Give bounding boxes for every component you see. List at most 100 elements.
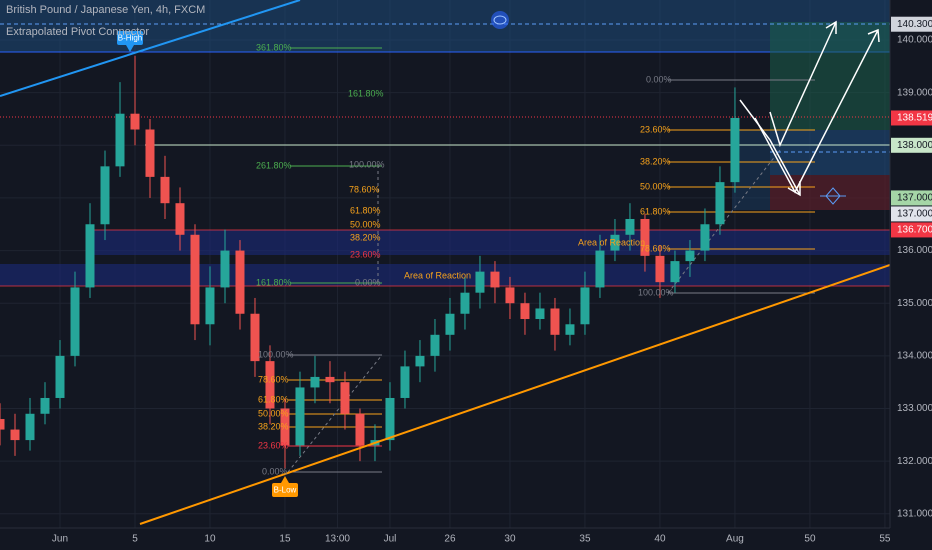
zone-label: Area of Reaction bbox=[578, 237, 645, 247]
candle-body bbox=[130, 113, 140, 130]
fib-label: 38.20% bbox=[258, 421, 289, 431]
price-label-bg bbox=[891, 190, 932, 206]
candle-body bbox=[415, 355, 425, 367]
candle-body bbox=[355, 413, 365, 446]
candle-body bbox=[220, 250, 230, 288]
price-label-bg bbox=[891, 110, 932, 126]
fib-label: 161.80% bbox=[256, 277, 292, 287]
eye-icon[interactable] bbox=[491, 11, 509, 29]
candle-body bbox=[70, 287, 80, 356]
candle-body bbox=[175, 203, 185, 235]
candle-body bbox=[535, 308, 545, 320]
candle-body bbox=[460, 292, 470, 314]
x-tick-label: 35 bbox=[579, 534, 591, 545]
candle-body bbox=[250, 313, 260, 362]
fib-label: 50.00% bbox=[258, 408, 289, 418]
candle-body bbox=[25, 413, 35, 441]
candle-body bbox=[0, 419, 5, 430]
fib-label: 61.80% bbox=[258, 394, 289, 404]
price-label: 136.700 bbox=[897, 225, 932, 236]
badge-label: B-High bbox=[118, 34, 142, 43]
badge-pointer bbox=[281, 476, 289, 483]
fib-label: 0.00% bbox=[355, 277, 381, 287]
y-tick-label: 136.000 bbox=[897, 245, 932, 256]
candle-body bbox=[295, 387, 305, 446]
zone-label: Area of Reaction bbox=[404, 270, 471, 280]
badge-label: B-Low bbox=[274, 486, 297, 495]
candle-body bbox=[400, 366, 410, 398]
fib-label: 100.00% bbox=[638, 287, 674, 297]
candle-body bbox=[475, 271, 485, 293]
projection-arrows bbox=[739, 20, 880, 197]
fib-label: 100.00% bbox=[258, 349, 294, 359]
x-tick-label: 15 bbox=[279, 534, 291, 545]
reaction-zone bbox=[90, 230, 890, 255]
candle-body bbox=[85, 224, 95, 288]
target-zone bbox=[770, 22, 890, 130]
candle-body bbox=[235, 250, 245, 314]
y-tick-label: 132.000 bbox=[897, 456, 932, 467]
x-tick-label: 13:00 bbox=[325, 534, 350, 545]
stop-zone bbox=[770, 175, 890, 210]
fib-label: 261.80% bbox=[256, 160, 292, 170]
fib-label: 50.00% bbox=[350, 219, 381, 229]
y-tick-label: 134.000 bbox=[897, 351, 932, 362]
candle-body bbox=[115, 113, 125, 167]
candle-body bbox=[625, 218, 635, 235]
x-tick-label: 55 bbox=[879, 534, 891, 545]
candle-body bbox=[700, 224, 710, 251]
candle-body bbox=[55, 355, 65, 398]
candle-body bbox=[100, 166, 110, 225]
candle-body bbox=[595, 250, 605, 288]
candle-body bbox=[340, 382, 350, 414]
price-label-bg bbox=[891, 137, 932, 153]
x-tick-label: 5 bbox=[132, 534, 138, 545]
candle-body bbox=[505, 287, 515, 304]
x-tick-label: 10 bbox=[204, 534, 216, 545]
price-label: 138.000 bbox=[897, 140, 932, 151]
y-tick-label: 140.000 bbox=[897, 35, 932, 46]
candle-body bbox=[385, 397, 395, 441]
candle-body bbox=[550, 308, 560, 335]
eye-icon bbox=[493, 15, 507, 25]
x-tick-label: Jun bbox=[52, 534, 68, 545]
fib-label: 0.00% bbox=[262, 466, 288, 476]
fib-label: 78.60% bbox=[349, 184, 380, 194]
candle-body bbox=[40, 397, 50, 414]
fib-label: 23.60% bbox=[258, 440, 289, 450]
fib-label: 61.80% bbox=[350, 205, 381, 215]
x-tick-label: 50 bbox=[804, 534, 816, 545]
crosshair-icon[interactable] bbox=[820, 187, 846, 205]
fib-label: 161.80% bbox=[348, 88, 384, 98]
x-tick-label: Aug bbox=[726, 534, 744, 545]
x-tick-label: 30 bbox=[504, 534, 516, 545]
candle-body bbox=[640, 218, 650, 256]
fib-label: 38.20% bbox=[640, 156, 671, 166]
top-zone bbox=[0, 0, 890, 52]
price-label-bg bbox=[891, 222, 932, 238]
x-tick-label: Jul bbox=[384, 534, 397, 545]
candle-body bbox=[280, 408, 290, 446]
candle-body bbox=[145, 129, 155, 177]
fib-label: 361.80% bbox=[256, 42, 292, 52]
price-label-bg bbox=[891, 206, 932, 222]
fib-label: 23.60% bbox=[640, 124, 671, 134]
candle-body bbox=[565, 324, 575, 335]
y-tick-label: 135.000 bbox=[897, 298, 932, 309]
badge-pointer bbox=[126, 45, 134, 52]
chart-title: British Pound / Japanese Yen, 4h, FXCM bbox=[6, 4, 205, 16]
badge bbox=[117, 31, 143, 45]
price-axis bbox=[890, 0, 932, 550]
candle-body bbox=[730, 117, 740, 183]
candle-body bbox=[715, 182, 725, 225]
y-tick-label: 139.000 bbox=[897, 87, 932, 98]
candle-body bbox=[520, 303, 530, 320]
badge bbox=[272, 483, 298, 497]
fib-label: 78.60% bbox=[640, 243, 671, 253]
candle-body bbox=[430, 334, 440, 356]
price-label: 138.519 bbox=[897, 113, 932, 124]
price-label-bg bbox=[891, 16, 932, 32]
x-tick-label: 26 bbox=[444, 534, 456, 545]
candle-body bbox=[325, 376, 335, 383]
